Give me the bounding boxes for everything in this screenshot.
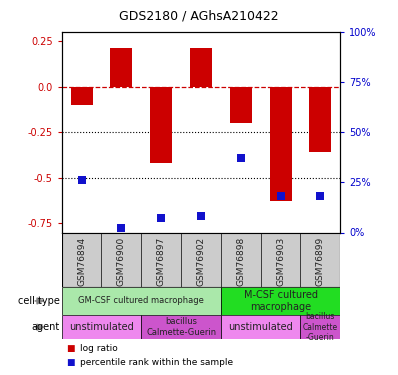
Text: GSM76899: GSM76899 — [316, 237, 325, 286]
Text: log ratio: log ratio — [80, 344, 117, 353]
Text: GSM76898: GSM76898 — [236, 237, 245, 286]
Text: unstimulated: unstimulated — [228, 322, 293, 332]
Bar — [270, 87, 291, 201]
Text: GSM76894: GSM76894 — [77, 237, 86, 286]
Text: M-CSF cultured
macrophage: M-CSF cultured macrophage — [244, 290, 318, 312]
Text: GSM76903: GSM76903 — [276, 237, 285, 286]
Bar — [310, 87, 332, 152]
Point — [78, 177, 85, 183]
Text: percentile rank within the sample: percentile rank within the sample — [80, 358, 233, 367]
Text: GSM76902: GSM76902 — [197, 237, 205, 286]
Point — [238, 155, 244, 161]
Bar — [62, 287, 221, 315]
Bar — [111, 48, 132, 87]
Bar — [221, 287, 340, 315]
Point — [158, 216, 164, 222]
Text: ■: ■ — [66, 344, 74, 353]
Point — [317, 194, 324, 200]
Text: cell type: cell type — [18, 296, 60, 306]
Text: bacillus
Calmette
-Guerin: bacillus Calmette -Guerin — [303, 312, 338, 342]
Bar — [62, 315, 141, 339]
Bar — [71, 87, 92, 105]
Text: GSM76897: GSM76897 — [157, 237, 166, 286]
Text: ■: ■ — [66, 358, 74, 367]
Text: GDS2180 / AGhsA210422: GDS2180 / AGhsA210422 — [119, 9, 279, 22]
Text: GM-CSF cultured macrophage: GM-CSF cultured macrophage — [78, 296, 204, 305]
Bar — [190, 48, 212, 87]
Bar — [230, 87, 252, 123]
Text: unstimulated: unstimulated — [69, 322, 134, 332]
Bar — [221, 315, 300, 339]
Point — [198, 213, 204, 219]
Point — [277, 194, 284, 200]
Bar — [300, 315, 340, 339]
Text: GSM76900: GSM76900 — [117, 237, 126, 286]
Text: agent: agent — [31, 322, 60, 332]
Bar — [150, 87, 172, 163]
Point — [118, 225, 125, 231]
Bar — [141, 315, 221, 339]
Text: bacillus
Calmette-Guerin: bacillus Calmette-Guerin — [146, 318, 216, 337]
